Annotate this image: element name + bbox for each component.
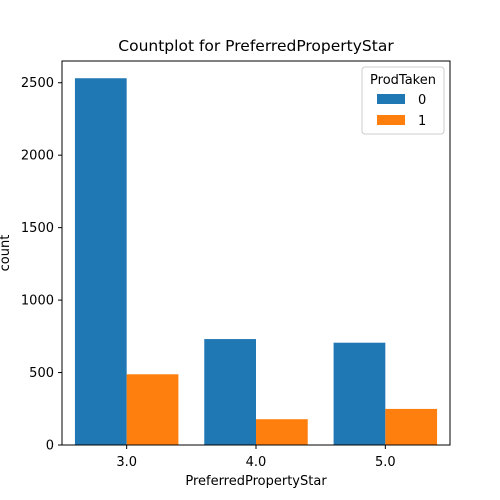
bar-3.0-series-0	[74, 78, 127, 445]
bar-4.0-series-0	[204, 339, 256, 445]
bar-4.0-series-1	[256, 419, 308, 445]
y-tick-label: 1000	[21, 294, 54, 309]
y-axis-label: count	[0, 235, 13, 272]
legend-label-0: 0	[418, 93, 426, 108]
bar-5.0-series-0	[333, 342, 386, 445]
y-tick-label: 500	[29, 366, 54, 381]
x-tick-label: 5.0	[375, 455, 396, 470]
y-tick-label: 2000	[21, 149, 54, 164]
legend-swatch-1	[377, 115, 405, 125]
legend-label-1: 1	[418, 114, 426, 129]
legend: ProdTaken 0 1	[361, 66, 445, 135]
bars-group	[74, 78, 438, 445]
bar-5.0-series-1	[385, 408, 438, 445]
chart-title: Countplot for PreferredPropertyStar	[118, 37, 394, 55]
legend-swatch-0	[377, 94, 405, 104]
bar-3.0-series-1	[126, 374, 179, 445]
y-tick-label: 1500	[21, 221, 54, 236]
plot-frame	[61, 60, 451, 446]
y-tick-label: 2500	[21, 76, 54, 91]
x-tick-label: 4.0	[246, 455, 267, 470]
x-axis-label: PreferredPropertyStar	[185, 474, 327, 489]
x-axis-ticks: 3.0 4.0 5.0	[116, 445, 396, 470]
y-axis-ticks: 0 500 1000 1500 2000 2500	[21, 76, 62, 454]
legend-title: ProdTaken	[370, 73, 436, 88]
x-tick-label: 3.0	[116, 455, 137, 470]
y-tick-label: 0	[46, 439, 54, 454]
